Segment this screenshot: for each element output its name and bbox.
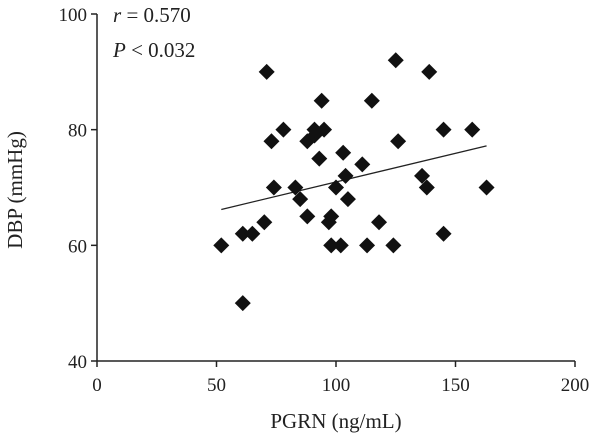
data-point (323, 208, 340, 225)
data-point (328, 179, 344, 196)
data-point (478, 179, 495, 196)
x-tick-label: 200 (561, 375, 590, 396)
data-point (299, 208, 316, 225)
data-point (275, 121, 292, 138)
data-point (311, 150, 328, 167)
annotation-r-symbol: r (113, 3, 122, 27)
data-point (363, 92, 380, 109)
data-point (332, 237, 349, 254)
y-axis-title: DBP (mmHg) (3, 131, 27, 249)
x-tick-label: 50 (207, 375, 226, 396)
data-point (244, 225, 261, 242)
trend-layer (221, 145, 487, 211)
data-point (292, 191, 309, 208)
y-tick-label: 60 (68, 236, 87, 257)
data-point (359, 237, 376, 254)
data-point (265, 179, 282, 196)
data-point (435, 225, 452, 242)
data-point (323, 237, 340, 254)
data-point (371, 214, 388, 231)
data-point (313, 92, 330, 109)
data-point (421, 63, 438, 80)
annotation-p-value: < 0.032 (126, 38, 196, 62)
data-point (387, 52, 404, 69)
annotation-p-symbol: P (112, 38, 126, 62)
ticks: 0 50 100 150 200 40 60 80 100 (59, 5, 590, 396)
x-tick-label: 100 (322, 375, 351, 396)
data-point (339, 191, 356, 208)
x-tick-label: 0 (92, 375, 102, 396)
data-point (464, 121, 481, 138)
data-point (385, 237, 402, 254)
data-point (263, 133, 280, 150)
y-tick-label: 80 (68, 121, 87, 142)
data-point (390, 133, 407, 150)
data-point (337, 167, 354, 184)
data-point (234, 225, 251, 242)
data-point (418, 179, 435, 196)
data-point (258, 63, 275, 80)
trend-line (221, 145, 487, 211)
points-layer (213, 52, 495, 312)
data-point (316, 121, 333, 138)
data-point (213, 237, 230, 254)
data-point (354, 156, 371, 173)
annotation-p: P < 0.032 (112, 38, 195, 62)
data-point (287, 179, 304, 196)
x-tick-label: 150 (441, 375, 470, 396)
x-axis-title: PGRN (ng/mL) (270, 409, 401, 433)
y-tick-label: 100 (59, 5, 88, 26)
annotation-r: r = 0.570 (113, 3, 191, 27)
data-point (435, 121, 452, 138)
data-point (414, 167, 431, 184)
data-point (306, 121, 323, 138)
data-point (234, 295, 251, 312)
data-point (335, 144, 352, 161)
y-tick-label: 40 (68, 352, 87, 373)
annotation-r-value: = 0.570 (121, 3, 191, 27)
data-point (256, 214, 273, 231)
